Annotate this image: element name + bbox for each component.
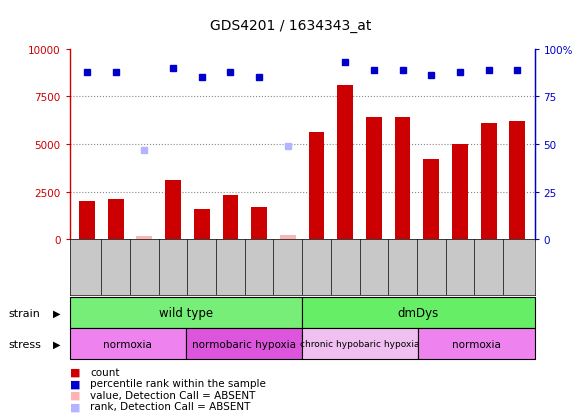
Text: dmDys: dmDys [398,306,439,319]
Bar [424,160,439,240]
Bar [70,328,186,359]
Text: normoxia: normoxia [103,339,152,349]
Bar [251,207,267,240]
Text: chronic hypobaric hypoxia: chronic hypobaric hypoxia [300,339,420,348]
Bar [302,297,535,328]
Text: normobaric hypoxia: normobaric hypoxia [192,339,296,349]
Bar [394,118,410,240]
Bar [510,122,525,240]
Bar [366,118,382,240]
Bar [186,328,302,359]
Text: value, Detection Call = ABSENT: value, Detection Call = ABSENT [90,390,256,400]
Bar [70,297,302,328]
Bar [79,202,95,240]
Text: count: count [90,367,120,377]
Text: ■: ■ [70,367,80,377]
Text: ■: ■ [70,401,80,411]
Text: ▶: ▶ [53,339,61,349]
Text: ■: ■ [70,378,80,388]
Bar [337,85,353,240]
Bar [194,209,210,240]
Text: GDS4201 / 1634343_at: GDS4201 / 1634343_at [210,19,371,33]
Text: rank, Detection Call = ABSENT: rank, Detection Call = ABSENT [90,401,250,411]
Bar [302,328,418,359]
Text: ■: ■ [70,390,80,400]
Text: stress: stress [9,339,42,349]
Bar [107,199,124,240]
Bar [480,123,497,240]
Bar [452,145,468,240]
Bar [280,236,296,240]
Bar [137,237,152,240]
Text: ▶: ▶ [53,308,61,318]
Bar [309,133,324,240]
Text: normoxia: normoxia [452,339,501,349]
Bar [418,328,535,359]
Text: percentile rank within the sample: percentile rank within the sample [90,378,266,388]
Bar [165,180,181,240]
Text: strain: strain [9,308,41,318]
Text: wild type: wild type [159,306,213,319]
Bar [223,196,238,240]
